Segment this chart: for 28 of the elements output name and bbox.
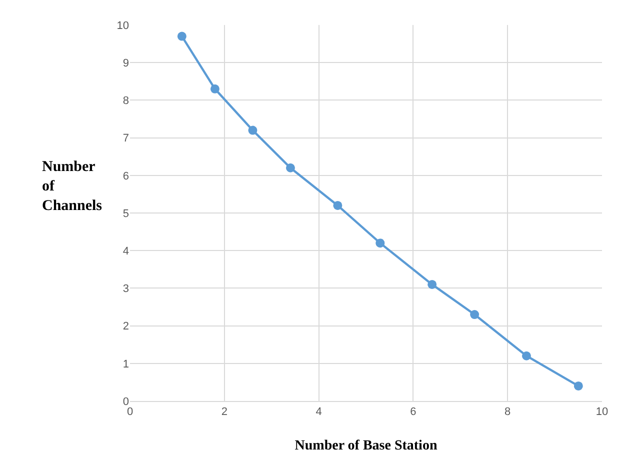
- point: [286, 163, 295, 172]
- x-tick-label: 6: [410, 406, 416, 418]
- x-tick-label: 8: [504, 406, 511, 418]
- y-tick-label: 3: [122, 283, 129, 296]
- x-tick-label: 4: [316, 406, 322, 418]
- point: [376, 238, 385, 248]
- y-tick-label: 10: [116, 20, 129, 32]
- y-tick-label: 6: [122, 170, 129, 182]
- y-tick-label: 0: [122, 396, 129, 408]
- point: [333, 200, 342, 210]
- y-tick-label: 4: [122, 245, 129, 258]
- x-axis-title: Number of Base Station: [294, 438, 438, 454]
- y-tick-label: 9: [122, 57, 129, 70]
- y-tick-label: 2: [122, 320, 129, 333]
- point: [574, 381, 583, 390]
- y-tick-label: 5: [122, 208, 129, 220]
- x-tick-label: 2: [221, 406, 228, 418]
- x-tick-label: 10: [596, 406, 608, 418]
- point: [470, 310, 480, 320]
- point: [248, 126, 258, 135]
- y-tick-label: 8: [122, 95, 129, 108]
- point: [428, 280, 437, 289]
- y-axis-title: Number of Channels: [42, 159, 102, 214]
- point: [522, 351, 531, 360]
- point: [210, 84, 220, 94]
- y-tick-label: 7: [122, 132, 129, 145]
- y-tick-label: 1: [122, 358, 129, 370]
- point: [177, 32, 186, 41]
